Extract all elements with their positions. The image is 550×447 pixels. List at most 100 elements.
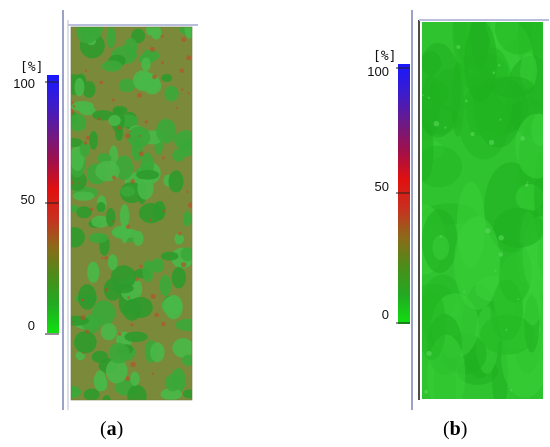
map-patch	[182, 211, 192, 227]
map-speck	[175, 106, 178, 109]
map-speck	[498, 252, 504, 257]
map-speck	[144, 120, 148, 124]
map-speck	[498, 64, 501, 67]
map-patch	[76, 27, 98, 44]
map-patch	[74, 77, 85, 97]
map-speck	[130, 361, 136, 368]
map-speck	[186, 190, 189, 194]
map-speck	[489, 139, 495, 146]
map-patch	[72, 191, 95, 201]
map-patch	[71, 385, 82, 399]
map-patch	[156, 118, 177, 144]
map-speck	[433, 120, 440, 127]
saturation-map-a	[71, 27, 192, 400]
map-speck	[111, 98, 115, 102]
map-speck	[187, 92, 190, 95]
map-speck	[78, 182, 81, 185]
map-speck	[130, 323, 134, 327]
scale-unit-label: [%]	[20, 60, 44, 75]
map-patch	[71, 101, 94, 112]
map-patch	[89, 131, 98, 150]
panel-a: [%] 100 50 0 (a)	[13, 10, 198, 440]
map-patch	[115, 155, 134, 180]
map-speck	[179, 68, 184, 73]
map-speck	[162, 156, 165, 160]
map-speck	[178, 231, 182, 236]
map-speck	[138, 151, 144, 157]
map-patch	[151, 27, 162, 40]
color-scale-bar	[398, 64, 410, 324]
map-patch	[103, 278, 122, 301]
map-speck	[161, 61, 164, 65]
map-speck	[84, 69, 88, 73]
map-speck	[127, 296, 130, 299]
map-speck	[509, 389, 513, 392]
map-speck	[520, 136, 525, 141]
map-patch	[151, 258, 165, 273]
map-speck	[125, 376, 131, 382]
map-speck	[499, 118, 502, 121]
map-speck	[125, 133, 131, 139]
map-patch	[91, 215, 110, 228]
map-speck	[81, 298, 85, 302]
map-patch	[71, 114, 87, 132]
map-patch	[142, 260, 154, 283]
panel-a-graphics	[45, 10, 198, 410]
map-patch	[83, 388, 100, 400]
map-speck	[525, 183, 529, 187]
color-scale-bar	[47, 75, 59, 333]
map-patch	[131, 28, 146, 44]
map-patch	[174, 130, 192, 151]
map-speck	[72, 105, 76, 108]
map-patch	[422, 42, 462, 138]
map-speck	[456, 45, 461, 49]
map-patch	[490, 76, 534, 98]
scale-unit-label: [%]	[373, 49, 397, 64]
map-patch	[106, 27, 116, 48]
map-speck	[82, 351, 85, 355]
map-patch	[161, 296, 183, 316]
map-patch	[74, 331, 97, 354]
tick-label-0: 0	[27, 318, 35, 333]
panel-b: [%] 100 50 0 (b)	[275, 0, 550, 447]
map-patch	[88, 232, 108, 244]
map-patch	[133, 231, 144, 246]
map-speck	[439, 235, 443, 238]
tick-label-100: 100	[13, 76, 35, 91]
map-speck	[137, 92, 142, 98]
map-speck	[180, 262, 187, 268]
map-speck	[187, 202, 192, 208]
map-speck	[97, 117, 101, 121]
map-speck	[104, 256, 108, 260]
map-speck	[427, 96, 430, 99]
map-patch	[82, 81, 96, 98]
map-speck	[162, 209, 166, 213]
map-patch	[464, 22, 497, 103]
map-patch	[161, 74, 173, 82]
map-patch	[119, 204, 130, 228]
saturation-map-b	[422, 22, 543, 399]
map-speck	[181, 88, 184, 91]
map-speck	[117, 126, 122, 130]
map-patch	[180, 247, 192, 262]
map-patch	[101, 60, 123, 72]
map-speck	[498, 235, 504, 241]
map-speck	[161, 321, 166, 327]
tick-label-50: 50	[20, 192, 35, 207]
map-speck	[517, 298, 520, 301]
map-speck	[465, 99, 468, 103]
map-speck	[149, 218, 152, 222]
map-patch	[495, 22, 541, 55]
map-speck	[85, 329, 90, 334]
map-speck	[422, 94, 424, 96]
map-speck	[139, 264, 143, 269]
tick-label-50: 50	[374, 179, 389, 194]
map-speck	[134, 277, 139, 282]
map-patch	[76, 206, 92, 219]
map-patch	[160, 251, 179, 261]
map-patch	[105, 358, 128, 384]
map-border-a	[70, 26, 193, 401]
map-speck	[160, 34, 164, 38]
map-speck	[72, 321, 74, 324]
map-patch	[120, 186, 136, 197]
